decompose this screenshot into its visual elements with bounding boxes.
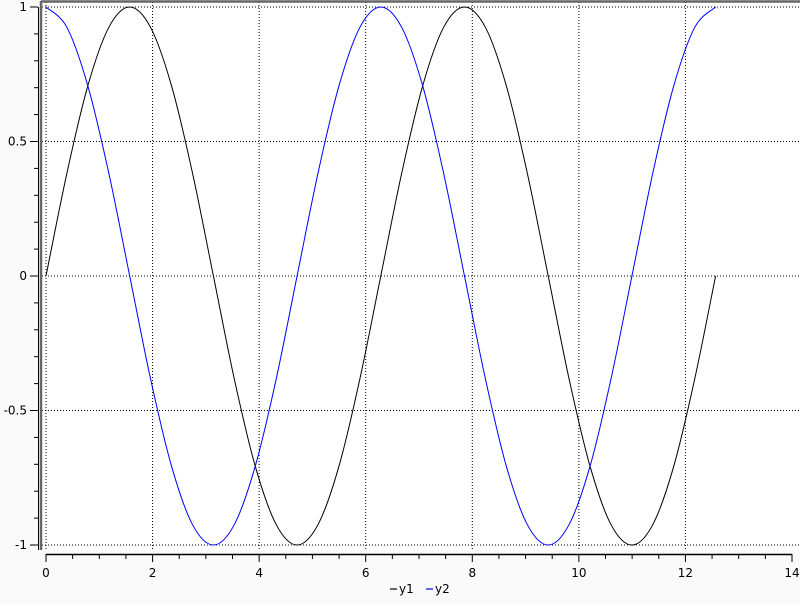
y-tick-label: 0.5	[8, 135, 27, 149]
x-tick-label: 8	[468, 566, 476, 580]
series-line-y1	[45, 6, 717, 546]
x-axis: 0 2 4 6 8 10 12 14	[42, 553, 800, 580]
x-tick-label: 6	[362, 566, 370, 580]
legend-label-y2: y2	[435, 582, 450, 596]
x-tick-label: 2	[149, 566, 157, 580]
legend: y1 y2	[390, 582, 450, 596]
x-tick-label: 14	[784, 566, 799, 580]
x-tick-label: 4	[255, 566, 263, 580]
series-line-y2	[45, 6, 716, 546]
y-axis: -1 -0.5 0 0.5 1	[4, 0, 39, 552]
y-tick-label: -1	[15, 538, 27, 552]
y-tick-label: 1	[19, 0, 27, 14]
y-tick-label: 0	[19, 269, 27, 283]
x-tick-label: 12	[678, 566, 693, 580]
x-tick-label: 10	[571, 566, 586, 580]
series-group	[45, 6, 717, 546]
legend-label-y1: y1	[399, 582, 414, 596]
y-tick-label: -0.5	[4, 404, 27, 418]
x-tick-label: 0	[42, 566, 50, 580]
